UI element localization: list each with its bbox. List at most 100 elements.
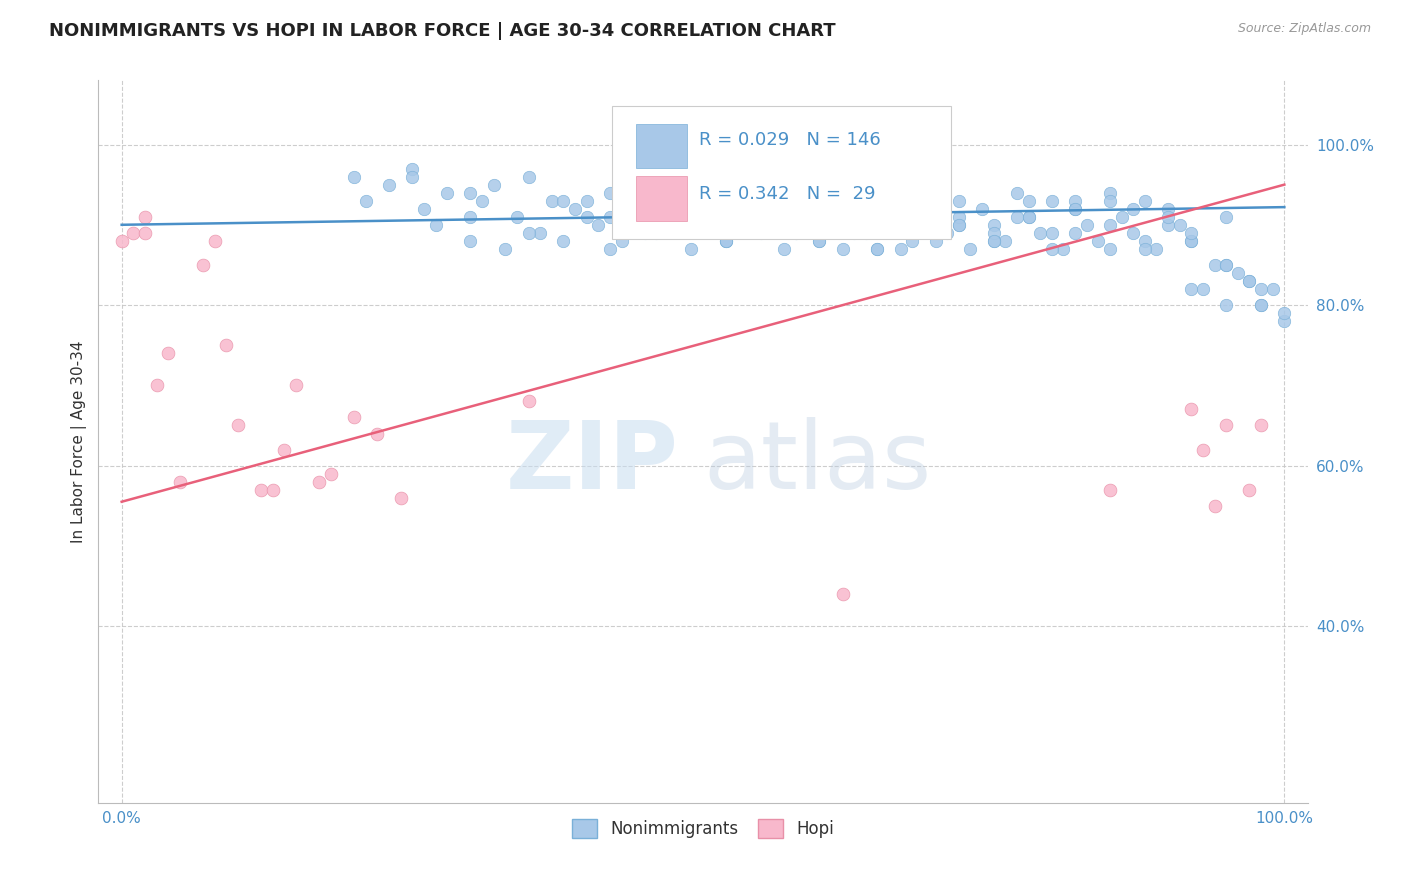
Point [831, 587, 853, 601]
Point [517, 394, 540, 409]
Point [1040, 226, 1063, 240]
Point [901, 218, 924, 232]
Point [948, 194, 970, 208]
Point [831, 242, 853, 256]
Point [285, 378, 308, 392]
Point [1098, 186, 1121, 200]
Point [1040, 242, 1063, 256]
Point [749, 202, 772, 216]
Y-axis label: In Labor Force | Age 30-34: In Labor Force | Age 30-34 [72, 340, 87, 543]
Legend: Nonimmigrants, Hopi: Nonimmigrants, Hopi [565, 813, 841, 845]
Point [1180, 234, 1202, 248]
Point [1133, 242, 1156, 256]
Point [645, 226, 668, 240]
Point [749, 210, 772, 224]
Point [808, 234, 831, 248]
Point [122, 226, 145, 240]
Point [1215, 418, 1237, 433]
Point [599, 210, 621, 224]
Point [389, 491, 412, 505]
Point [1076, 218, 1098, 232]
Point [844, 226, 866, 240]
Point [983, 234, 1005, 248]
Point [1250, 298, 1272, 312]
Point [1064, 202, 1087, 216]
Point [413, 202, 436, 216]
Point [1272, 314, 1295, 328]
Point [1215, 210, 1237, 224]
Point [692, 202, 714, 216]
Text: Source: ZipAtlas.com: Source: ZipAtlas.com [1237, 22, 1371, 36]
Point [796, 218, 818, 232]
Point [1005, 186, 1028, 200]
Point [1064, 202, 1087, 216]
Point [540, 194, 562, 208]
Point [436, 186, 458, 200]
Point [599, 242, 621, 256]
Point [948, 218, 970, 232]
Point [191, 258, 214, 272]
Point [226, 418, 249, 433]
Point [610, 234, 633, 248]
Point [1029, 226, 1052, 240]
Point [738, 210, 761, 224]
Point [866, 242, 889, 256]
Point [1098, 194, 1121, 208]
Point [901, 234, 924, 248]
Point [401, 169, 423, 184]
Point [820, 186, 842, 200]
Text: R = 0.342   N =  29: R = 0.342 N = 29 [699, 185, 876, 203]
Point [749, 210, 772, 224]
Point [1098, 218, 1121, 232]
Point [460, 186, 482, 200]
Point [1168, 218, 1191, 232]
Point [1133, 234, 1156, 248]
Point [1133, 194, 1156, 208]
Point [912, 186, 935, 200]
Point [727, 186, 749, 200]
Point [983, 234, 1005, 248]
Point [668, 202, 690, 216]
Point [936, 226, 959, 240]
Point [1122, 202, 1144, 216]
Point [785, 226, 807, 240]
Point [762, 194, 785, 208]
Point [634, 178, 657, 192]
Point [948, 210, 970, 224]
Point [425, 218, 447, 232]
Point [460, 234, 482, 248]
Point [460, 210, 482, 224]
Point [1098, 483, 1121, 497]
Point [482, 178, 505, 192]
Point [1157, 202, 1180, 216]
Point [866, 202, 889, 216]
Point [1215, 298, 1237, 312]
Point [1180, 234, 1202, 248]
Point [588, 218, 610, 232]
Point [808, 194, 831, 208]
Point [1204, 499, 1226, 513]
Point [692, 218, 714, 232]
Point [354, 194, 377, 208]
Point [983, 226, 1005, 240]
Point [1250, 282, 1272, 296]
Point [273, 442, 295, 457]
Point [1215, 258, 1237, 272]
Point [681, 242, 703, 256]
Point [1018, 194, 1040, 208]
Point [1111, 210, 1133, 224]
Point [517, 169, 540, 184]
Point [1064, 194, 1087, 208]
Point [866, 194, 889, 208]
Point [668, 194, 690, 208]
Point [1272, 306, 1295, 320]
Point [773, 242, 796, 256]
Point [994, 234, 1017, 248]
Point [343, 410, 366, 425]
Point [1098, 242, 1121, 256]
Point [494, 242, 516, 256]
Point [134, 226, 156, 240]
Point [1180, 226, 1202, 240]
Point [716, 234, 738, 248]
Point [1204, 258, 1226, 272]
